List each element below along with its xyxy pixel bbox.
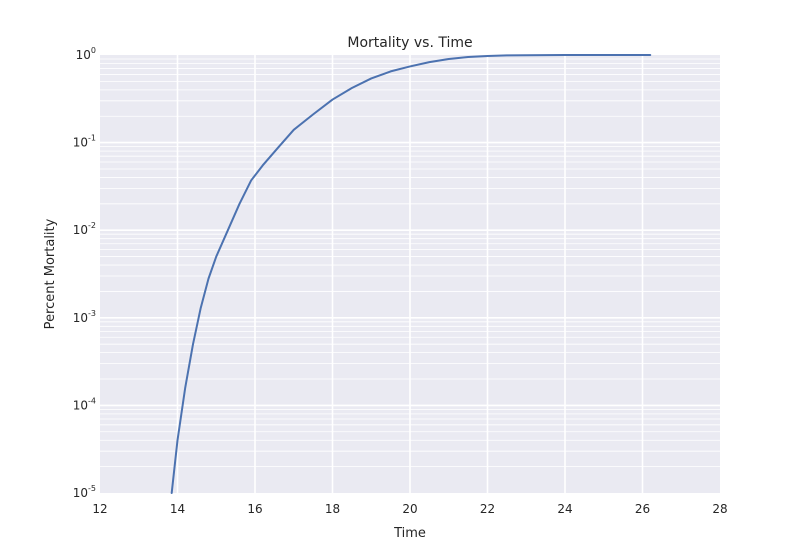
y-tick-label: 100 [76,46,96,62]
grid-lines [100,55,720,493]
y-tick-label: 10-2 [73,221,96,237]
x-tick-label: 16 [247,502,262,516]
x-tick-label: 14 [170,502,185,516]
y-tick-label: 10-3 [73,309,96,325]
x-tick-label: 18 [325,502,340,516]
x-tick-label: 12 [92,502,107,516]
x-tick-label: 28 [712,502,727,516]
x-tick-labels: 12 14 16 18 20 22 24 26 28 [92,502,727,516]
x-tick-label: 20 [402,502,417,516]
y-axis-label: Percent Mortality [43,218,58,329]
series-layer [170,54,652,494]
x-axis-label: Time [393,526,426,541]
chart-title: Mortality vs. Time [347,35,472,51]
y-tick-labels: 10-5 10-4 10-3 10-2 10-1 100 [73,46,96,500]
x-tick-label: 26 [635,502,650,516]
x-tick-label: 24 [557,502,572,516]
x-tick-label: 22 [480,502,495,516]
y-tick-label: 10-5 [73,484,96,500]
y-tick-label: 10-1 [73,134,96,150]
series-line [170,54,652,494]
y-tick-label: 10-4 [73,396,96,412]
